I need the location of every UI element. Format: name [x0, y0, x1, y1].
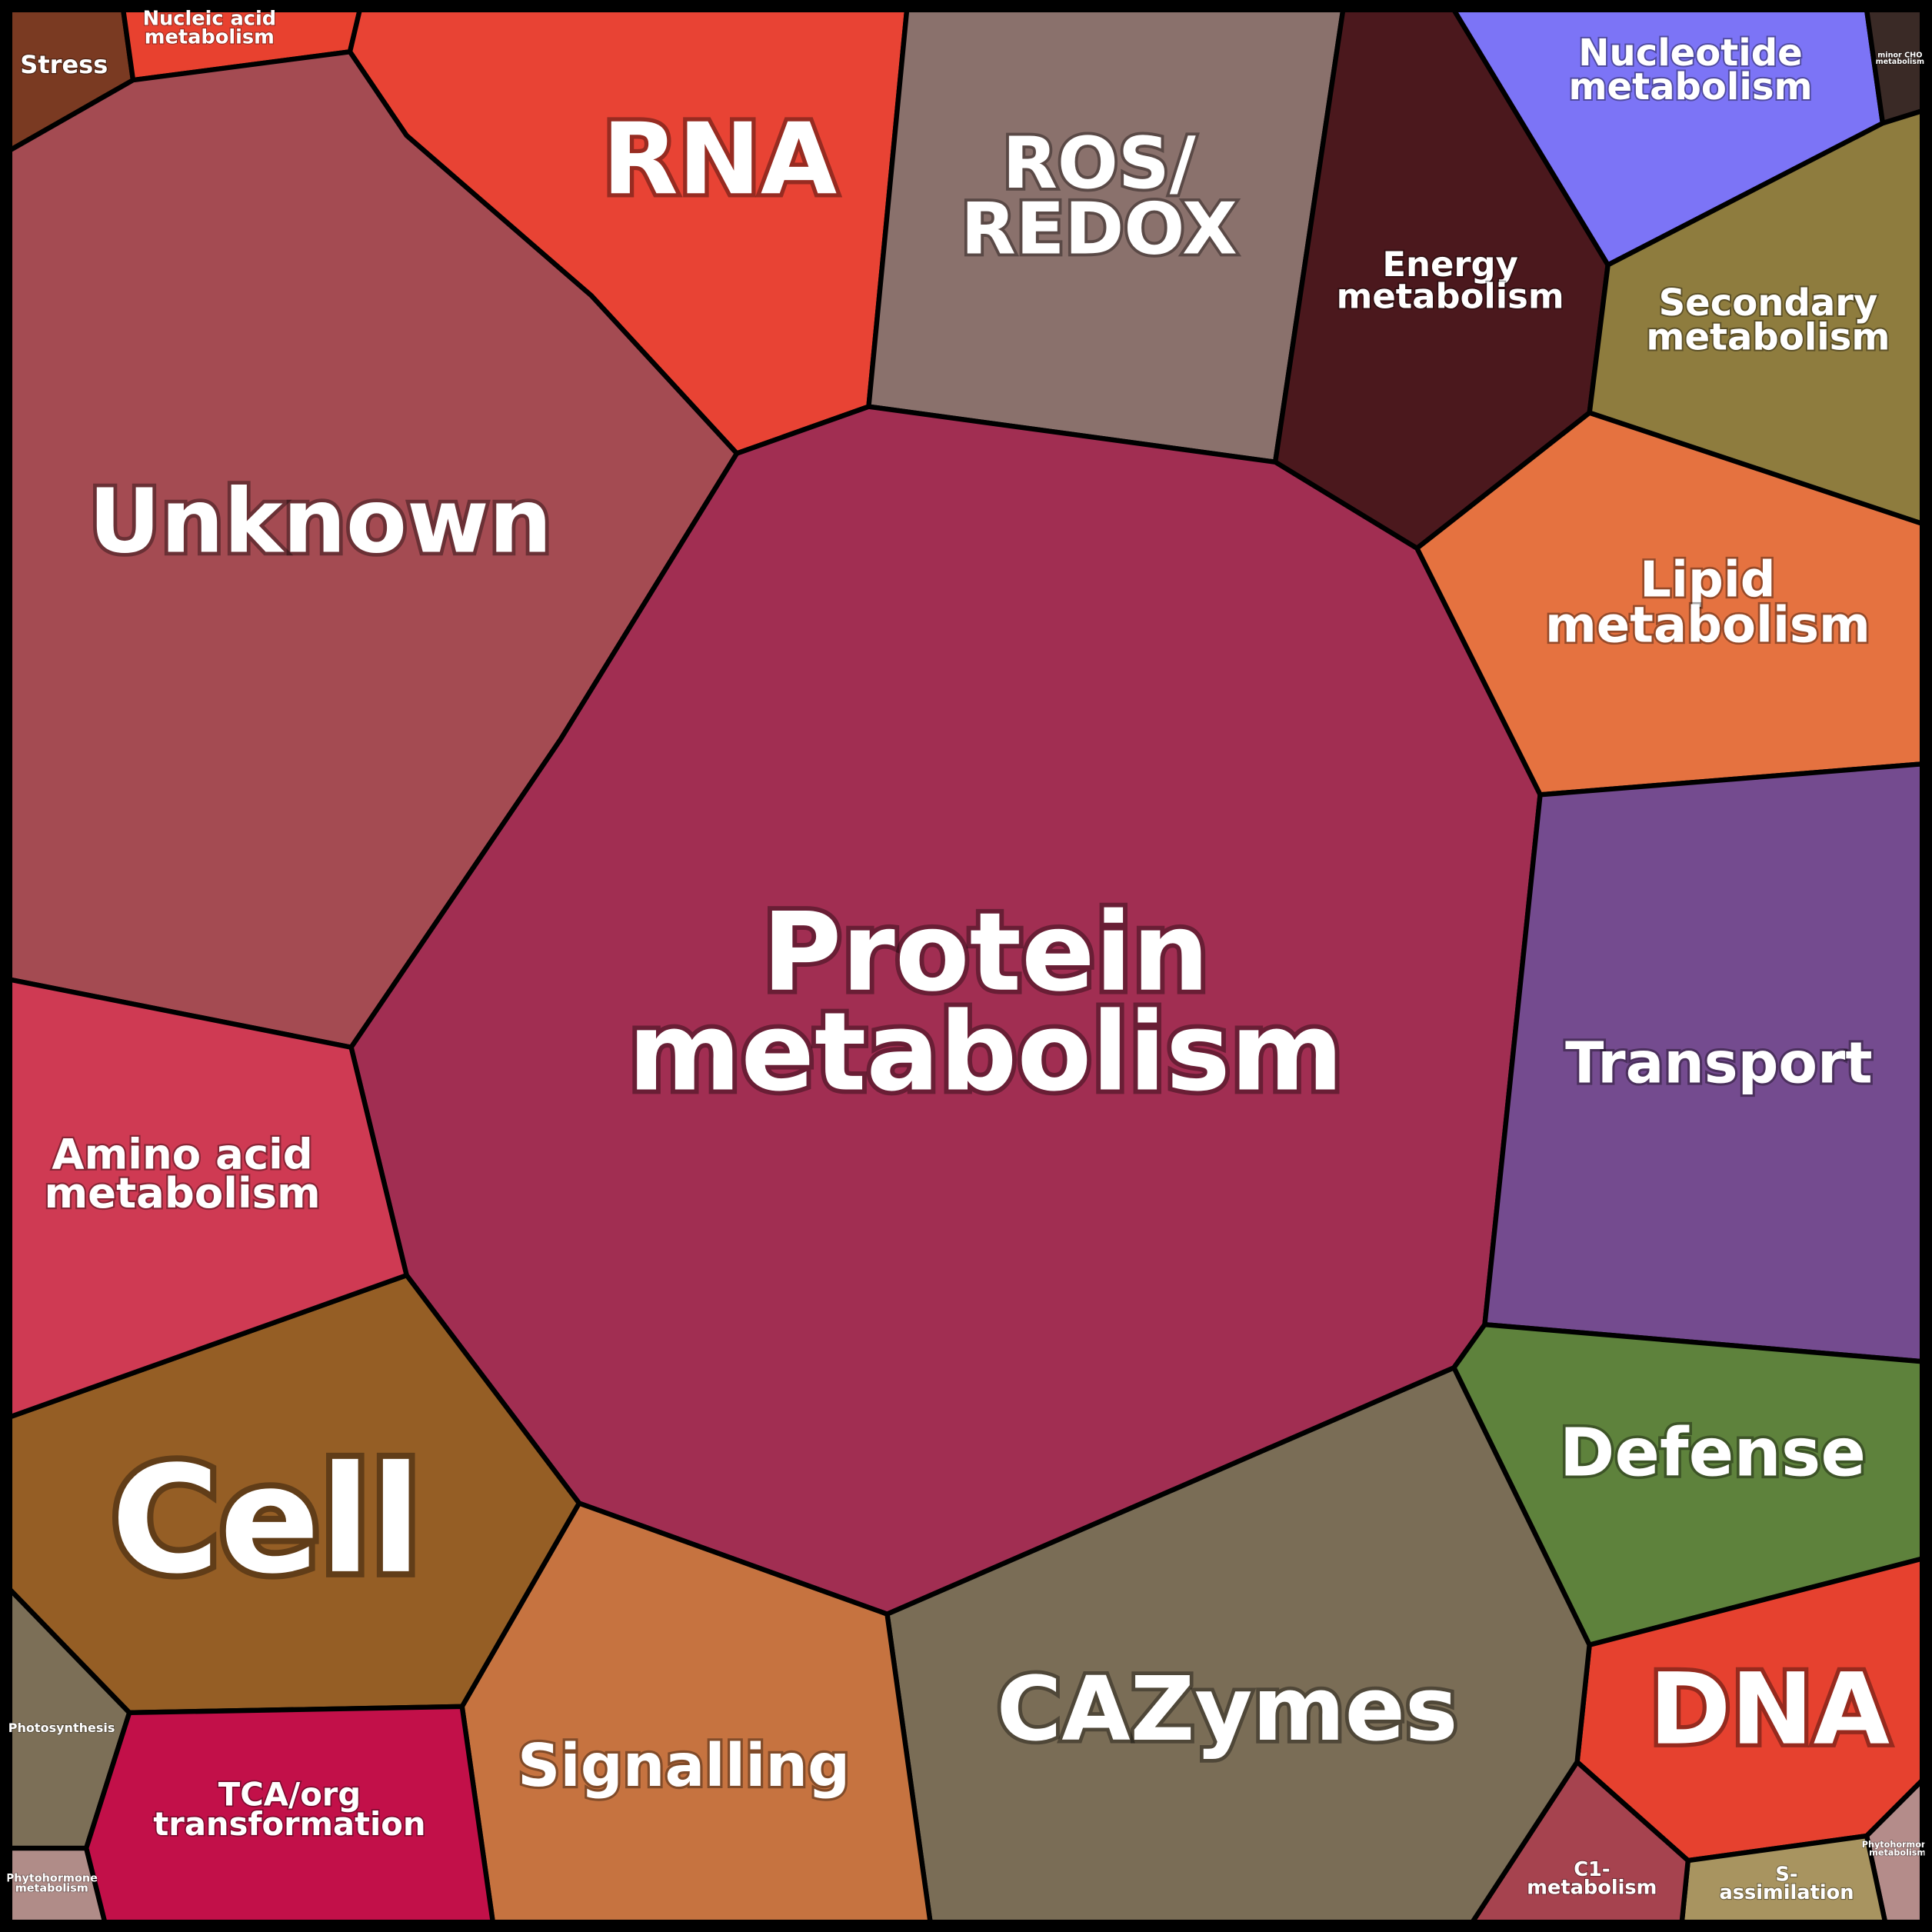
label-line: Phytohormone: [6, 1872, 98, 1884]
label-line: DNA: [1649, 1653, 1890, 1767]
label-line: RNA: [602, 102, 837, 217]
label-line: Cell: [111, 1435, 421, 1607]
label-line: assimilation: [1719, 1881, 1854, 1904]
label-line: metabolism: [1545, 597, 1870, 654]
region-label: Protein metabolism: [628, 890, 1344, 1116]
label-line: Stress: [20, 50, 108, 79]
label-line: Photosynthesis: [8, 1720, 115, 1735]
label-line: TCA/org: [218, 1776, 361, 1814]
label-line: metabolism: [1337, 275, 1564, 316]
region-label: Amino acid metabolism: [44, 1130, 320, 1217]
label-line: Signalling: [518, 1732, 850, 1800]
region-label: Signalling: [518, 1732, 850, 1800]
label-line: Transport: [1565, 1031, 1873, 1096]
region-label: Phytohormone metabolism: [1862, 1840, 1932, 1857]
region-label: Lipid metabolism: [1545, 551, 1870, 654]
label-line: Secondary: [1659, 281, 1878, 325]
label-line: Unknown: [88, 471, 551, 574]
label-line: Nucleotide: [1578, 32, 1802, 75]
region-label: minor CHO metabolism: [1876, 51, 1924, 66]
region-label: RNA: [602, 102, 837, 217]
label-line: S-: [1775, 1863, 1797, 1886]
region-label: Energy metabolism: [1337, 244, 1564, 316]
region-cell: [7, 1845, 108, 1925]
region-label: S-assimilation: [1719, 1863, 1854, 1904]
region-label: DNA: [1649, 1653, 1890, 1767]
label-line: metabolism: [1869, 1847, 1926, 1857]
label-line: metabolism: [15, 1883, 88, 1895]
region-cell: [83, 1704, 496, 1925]
region-label: Nucleic acid metabolism: [143, 8, 277, 49]
label-line: Energy: [1382, 244, 1517, 285]
label-line: metabolism: [44, 1168, 320, 1217]
label-line: CAZymes: [997, 1658, 1458, 1761]
label-line: REDOX: [961, 187, 1237, 270]
region-label: Phytohormone metabolism: [6, 1872, 98, 1894]
region-label: Cell: [111, 1435, 421, 1607]
label-line: metabolism: [145, 25, 275, 48]
region-label: Defense: [1560, 1414, 1867, 1491]
region-cell: [7, 977, 409, 1420]
label-line: metabolism: [1646, 315, 1890, 358]
region-label: TCA/org transformation: [153, 1776, 425, 1843]
label-line: Phytohormone: [1862, 1840, 1932, 1850]
label-line: metabolism: [628, 989, 1344, 1115]
label-line: metabolism: [1876, 58, 1924, 66]
region-label: Photosynthesis: [8, 1720, 115, 1735]
label-line: Lipid: [1640, 551, 1776, 608]
label-line: metabolism: [1527, 1877, 1657, 1900]
region-label: Secondary metabolism: [1646, 281, 1890, 358]
label-line: minor CHO: [1877, 51, 1922, 59]
region-label: Transport: [1565, 1031, 1873, 1096]
region-label: Unknown: [88, 471, 551, 574]
label-line: metabolism: [1568, 65, 1812, 108]
label-line: Protein: [762, 890, 1209, 1016]
region-label: C1-metabolism: [1527, 1858, 1657, 1900]
region-label: Stress: [20, 50, 108, 79]
label-line: Defense: [1560, 1414, 1867, 1491]
label-line: Amino acid: [52, 1130, 312, 1179]
region-label: ROS/REDOX: [961, 122, 1237, 270]
label-line: C1-: [1574, 1858, 1610, 1881]
region-label: CAZymes: [997, 1658, 1458, 1761]
label-line: Nucleic acid: [143, 8, 277, 31]
label-line: ROS/: [1002, 122, 1195, 205]
label-line: transformation: [153, 1805, 425, 1843]
region-label: Nucleotide metabolism: [1568, 32, 1812, 108]
